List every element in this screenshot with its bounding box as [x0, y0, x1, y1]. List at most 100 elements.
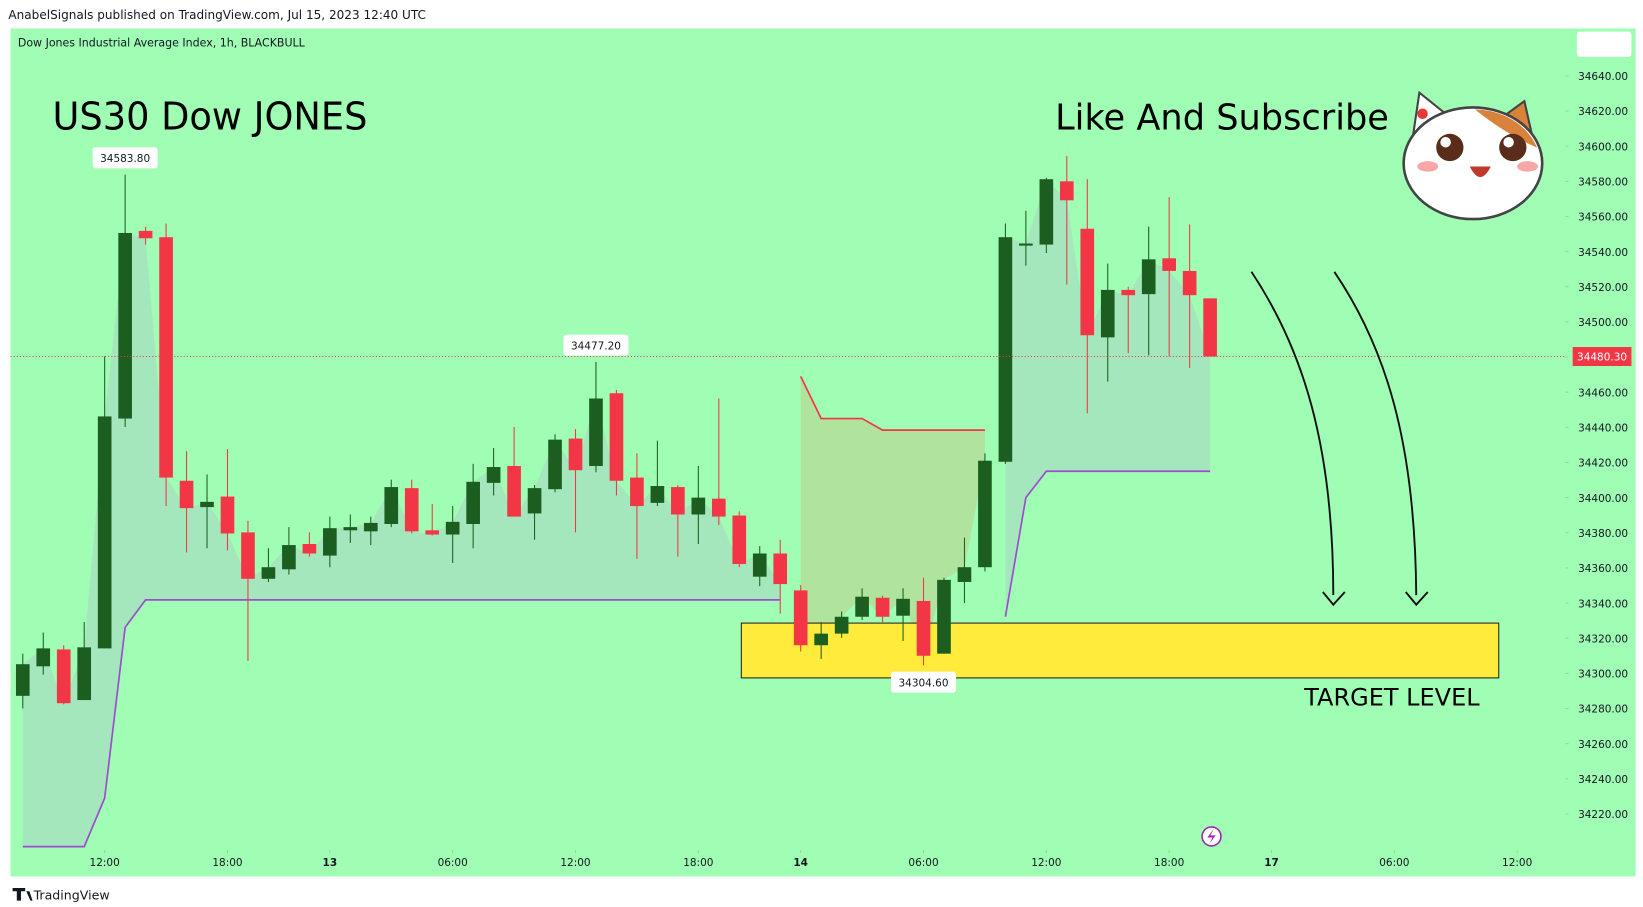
y-tick-label: 34460.00 [1578, 387, 1628, 399]
y-tick-label: 34340.00 [1578, 598, 1628, 610]
x-tick-label: 12:00 [1031, 857, 1061, 869]
candle-body [998, 237, 1013, 462]
candle-body [650, 486, 665, 503]
arrow [1333, 271, 1418, 596]
target-zone [740, 622, 1500, 679]
candle-body [568, 438, 583, 471]
candle-body [711, 498, 726, 517]
candle-body [36, 648, 51, 667]
y-tick-label: 34620.00 [1578, 106, 1628, 118]
candle-body [486, 467, 501, 483]
candle-body [15, 664, 30, 696]
candle-body [118, 232, 132, 419]
tv-logo [12, 888, 33, 901]
candle-body [363, 522, 378, 532]
candle-body [179, 480, 194, 509]
x-tick-label: 06:00 [1379, 857, 1409, 869]
candle-body [241, 532, 255, 579]
candle-body [527, 488, 542, 514]
candle-body [548, 439, 562, 490]
candle-body [507, 465, 521, 517]
candle-body [671, 487, 685, 515]
candle-body [691, 497, 706, 515]
candle-body [282, 545, 296, 570]
candle-body [752, 553, 767, 577]
widget-box [1576, 31, 1632, 57]
y-tick-label: 34240.00 [1578, 774, 1628, 786]
candle-body [896, 598, 910, 616]
candle-body [609, 393, 624, 481]
candle-body [630, 477, 644, 507]
candle-body [56, 649, 71, 704]
candle-body [1141, 259, 1156, 295]
target-label: TARGET LEVEL [1303, 683, 1480, 711]
arrow-head [1322, 591, 1346, 607]
candle-body [814, 633, 828, 646]
chart-title: US30 Dow JONES [52, 95, 367, 139]
chart-subtitle: Like And Subscribe [1055, 98, 1389, 139]
y-tick-label: 34380.00 [1578, 528, 1628, 540]
x-tick-label: 06:00 [438, 857, 468, 869]
indicator-line [22, 599, 781, 848]
y-tick-label: 34520.00 [1578, 282, 1628, 294]
candle-body [445, 521, 460, 535]
candle-body [875, 597, 890, 617]
arrow [1250, 271, 1335, 596]
candle-body [77, 647, 92, 701]
y-tick-label: 34260.00 [1578, 739, 1628, 751]
candle-body [302, 544, 317, 554]
band-fill [1005, 179, 1211, 617]
y-tick-label: 34300.00 [1578, 669, 1628, 681]
candle-body [200, 501, 214, 508]
x-tick-label: 18:00 [1154, 857, 1184, 869]
y-tick-label: 34220.00 [1578, 809, 1628, 821]
y-tick-label: 34600.00 [1578, 141, 1628, 153]
candle-body [138, 230, 153, 239]
candle-body [97, 416, 112, 649]
candle-body [957, 567, 972, 582]
last-price-box [1572, 347, 1632, 366]
candle-body [1182, 270, 1197, 296]
x-tick-label: 18:00 [212, 857, 242, 869]
x-tick-label: 12:00 [560, 857, 590, 869]
arrow-head [1405, 591, 1429, 607]
y-tick-label: 34560.00 [1578, 212, 1628, 224]
plot-area: TARGET LEVEL 34583.80 34477.20 34304.60 3422… [10, 71, 1632, 869]
candle-body [1162, 258, 1176, 271]
candle-body [1039, 179, 1054, 245]
candle-body [1059, 181, 1074, 201]
candle-body [261, 567, 276, 579]
price-label: 34304.60 [899, 677, 949, 689]
price-label: 34477.20 [571, 340, 621, 352]
candle-body [384, 487, 399, 524]
candle-body [1121, 289, 1136, 296]
candle-body [1203, 298, 1217, 357]
x-tick-label: 13 [323, 857, 338, 869]
indicator-line [799, 376, 985, 431]
candle-body [773, 553, 788, 585]
candle-body [916, 600, 931, 656]
y-tick-label: 34540.00 [1578, 247, 1628, 259]
candle-body [404, 488, 419, 532]
y-tick-label: 34280.00 [1578, 704, 1628, 716]
y-tick-label: 34420.00 [1578, 458, 1628, 470]
candle-body [323, 528, 337, 556]
x-tick-label: 06:00 [908, 857, 938, 869]
x-tick-label: 12:00 [1502, 857, 1532, 869]
price-label-box [92, 147, 158, 169]
price-label-box [563, 334, 629, 356]
candle-body [978, 460, 992, 568]
candle-body [220, 496, 235, 534]
cat-mascot [1402, 90, 1544, 221]
y-tick-label: 34580.00 [1578, 177, 1628, 189]
candle-body [1080, 228, 1095, 336]
y-tick-label: 34640.00 [1578, 71, 1628, 83]
candle-body [425, 530, 440, 535]
candle-body [793, 590, 808, 646]
x-tick-label: 18:00 [683, 857, 713, 869]
candle-body [589, 398, 603, 466]
last-price-label: 34480.30 [1577, 352, 1627, 364]
candle-body [159, 237, 173, 478]
band-fill [22, 232, 781, 847]
